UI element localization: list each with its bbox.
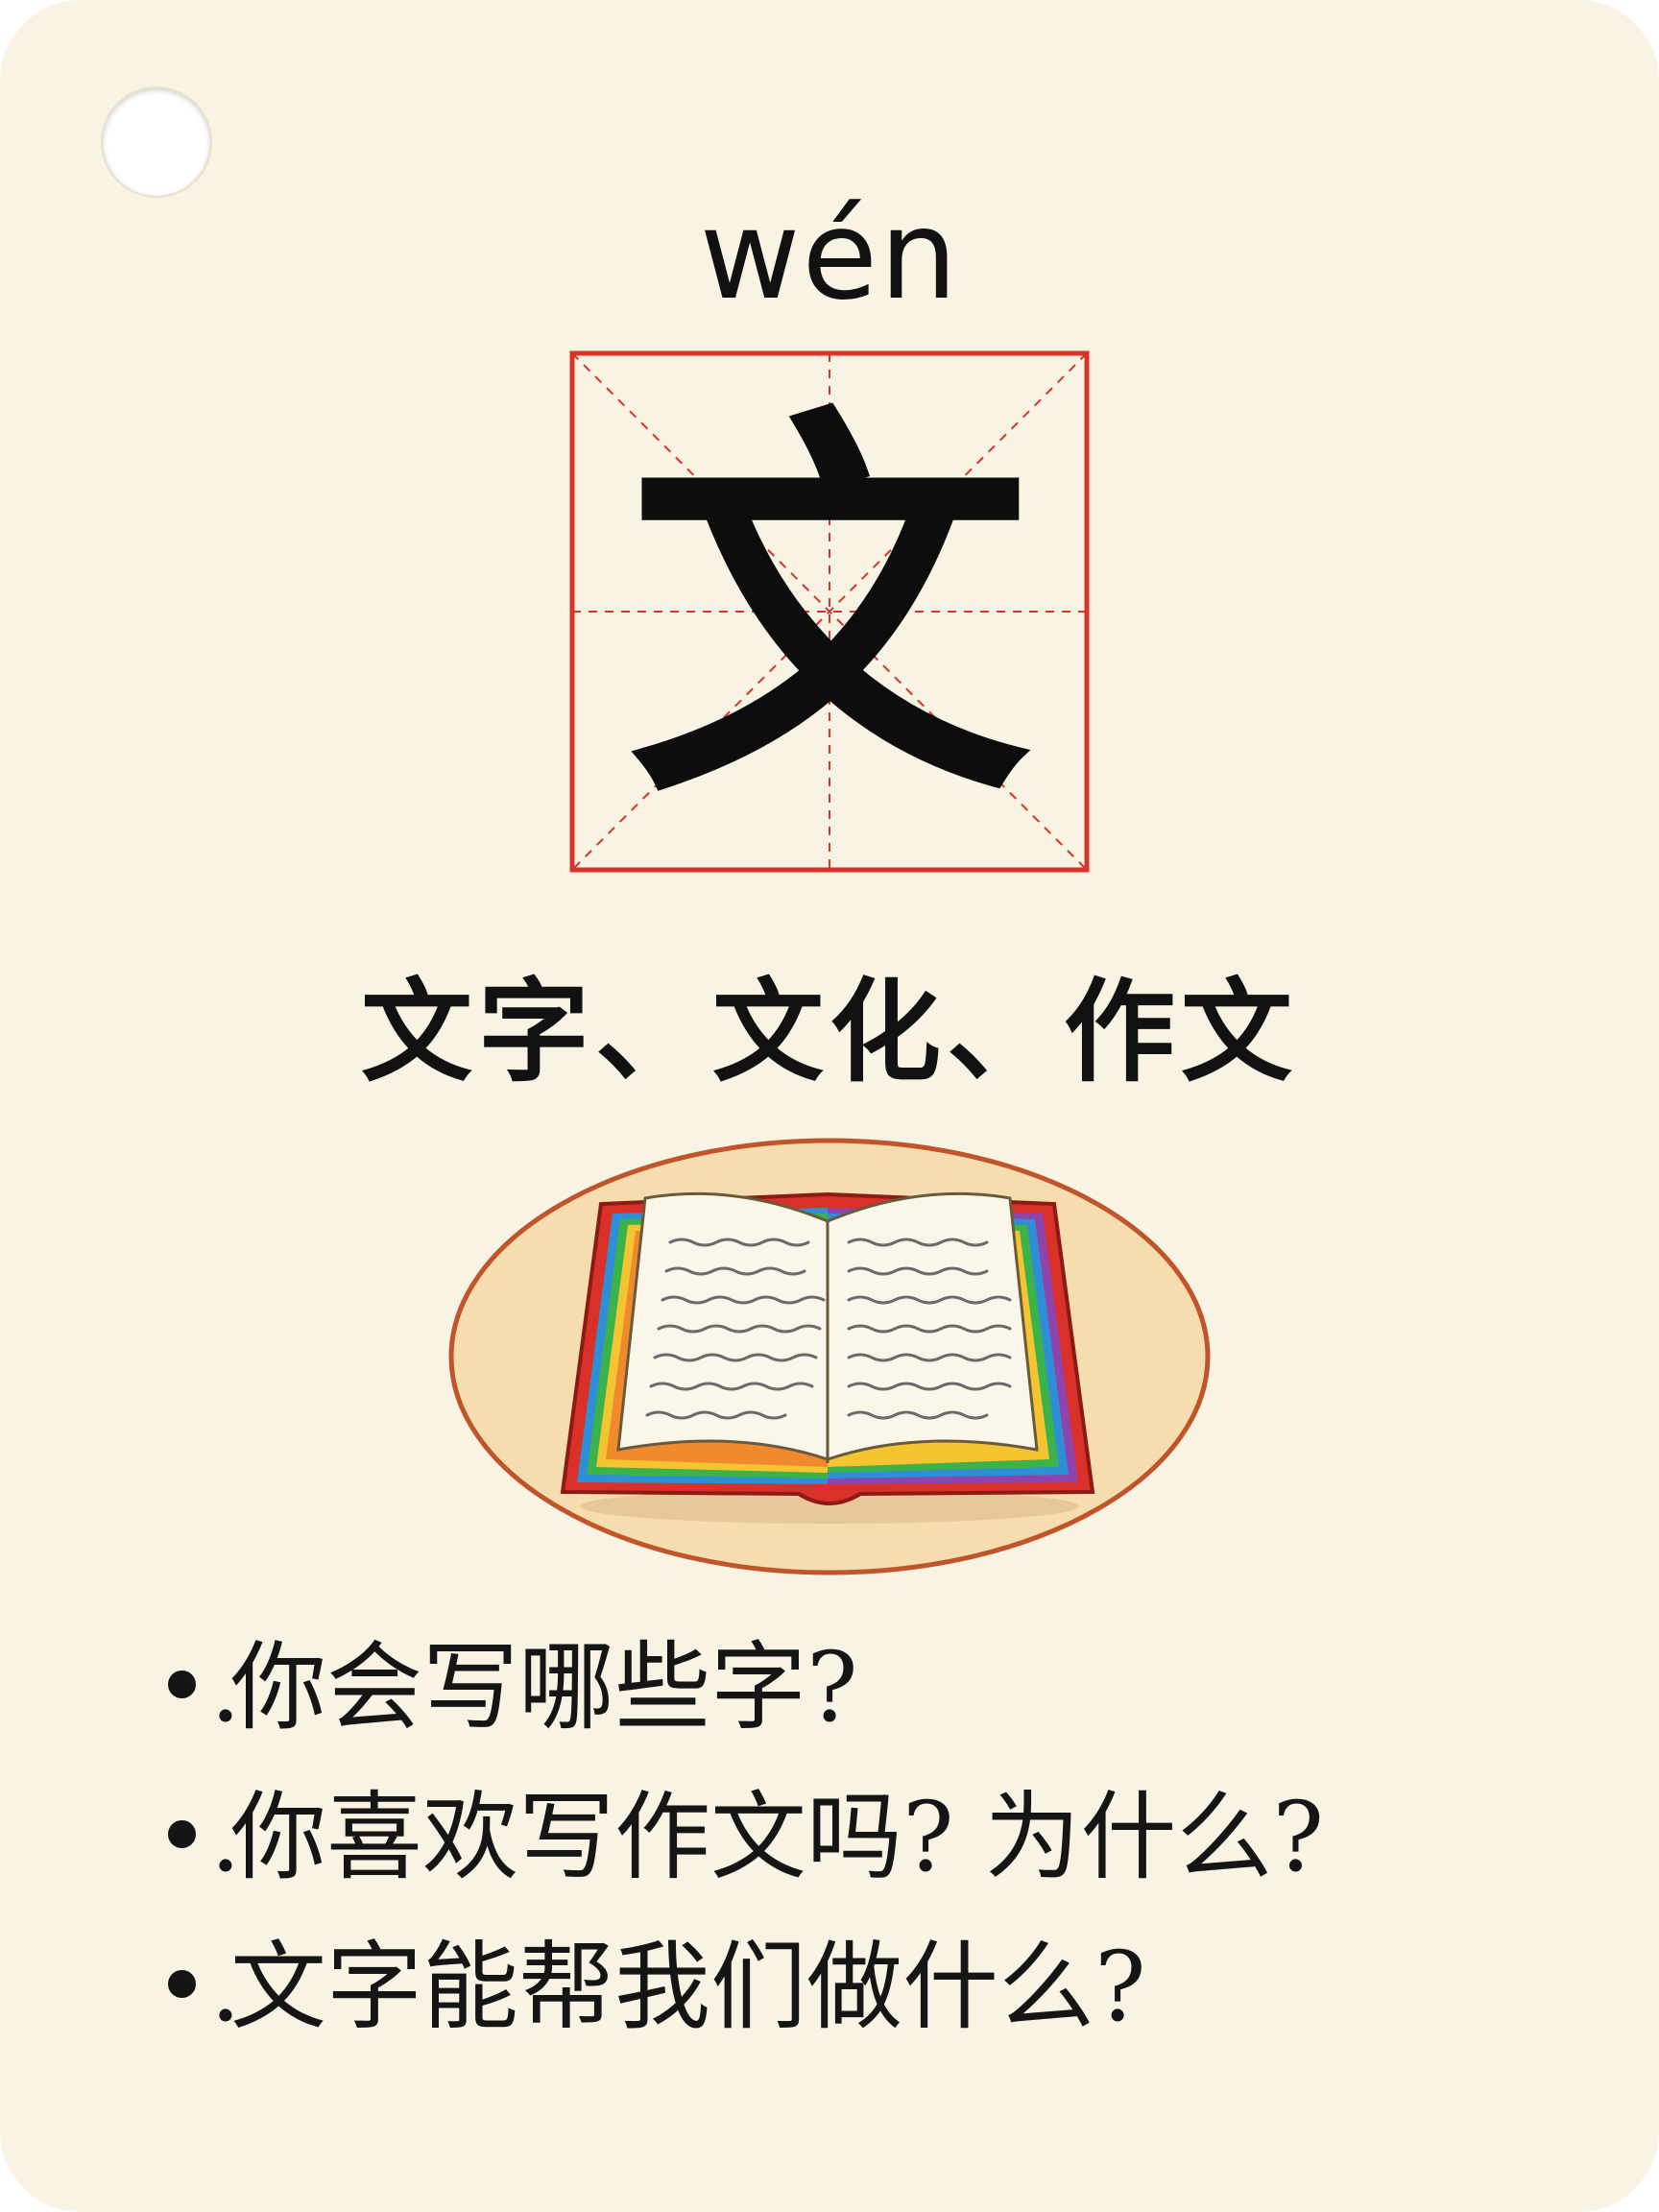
- pinyin-label: wén: [699, 184, 960, 327]
- question-text: 你会写哪些字?: [230, 1631, 858, 1743]
- question-text: 文字能帮我们做什么?: [230, 1931, 1146, 2043]
- question-item: •.你会写哪些字?: [154, 1613, 1594, 1763]
- bullet-marker: •.: [154, 1781, 241, 1893]
- bullet-marker: •.: [154, 1631, 241, 1743]
- question-text: 你喜欢写作文吗? 为什么?: [230, 1781, 1325, 1893]
- main-character: 文: [628, 374, 1031, 848]
- example-words: 文字、文化、作文: [361, 967, 1298, 1097]
- open-book-icon: [447, 1137, 1213, 1576]
- question-item: •.文字能帮我们做什么?: [154, 1912, 1594, 2062]
- question-list: •.你会写哪些字? •.你喜欢写作文吗? 为什么? •.文字能帮我们做什么?: [154, 1613, 1594, 2062]
- question-item: •.你喜欢写作文吗? 为什么?: [154, 1763, 1594, 1912]
- punch-hole: [103, 88, 210, 196]
- bullet-marker: •.: [154, 1931, 241, 2043]
- tianzige-grid: [569, 350, 1090, 873]
